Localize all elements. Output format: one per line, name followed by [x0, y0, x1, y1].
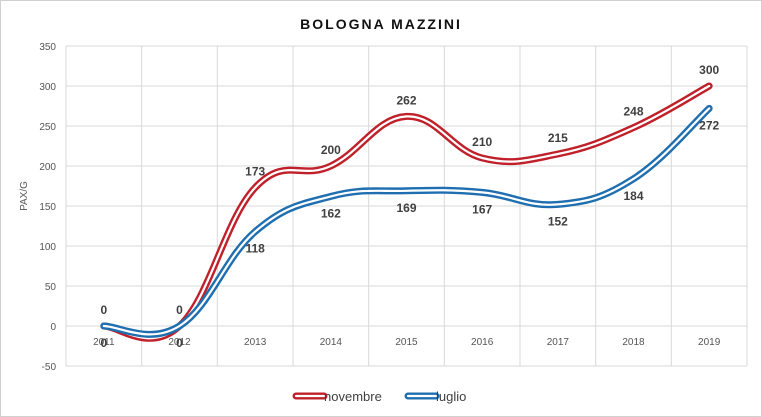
x-tick-label: 2012 [168, 337, 191, 348]
x-tick-label: 2016 [471, 337, 494, 348]
data-label-novembre: 262 [396, 93, 416, 107]
x-tick-label: 2011 [93, 337, 115, 348]
y-tick-label: -50 [42, 362, 57, 373]
x-axis-ticks: 2011 2012 2013 2014 2015 2016 2017 2018 2019 [93, 337, 721, 348]
data-label-novembre: 248 [623, 105, 643, 119]
series-line-core-novembre [102, 84, 711, 340]
data-label-luglio: 184 [623, 189, 643, 203]
chart-title: BOLOGNA MAZZINI [300, 16, 462, 32]
x-tick-label: 2014 [320, 337, 343, 348]
x-tick-label: 2013 [244, 337, 267, 348]
data-label-novembre: 0 [100, 303, 107, 317]
data-label-novembre: 173 [245, 165, 265, 179]
y-tick-label: 100 [39, 242, 56, 253]
data-label-luglio: 152 [548, 214, 568, 228]
series-lines [100, 82, 713, 342]
x-tick-label: 2017 [547, 337, 570, 348]
legend: novembre luglio [292, 389, 466, 404]
data-label-novembre: 210 [472, 135, 492, 149]
y-axis-label: PAX/G [19, 181, 30, 211]
series-line-core-luglio [102, 107, 711, 336]
data-label-novembre: 215 [548, 131, 568, 145]
y-tick-label: 250 [39, 122, 56, 133]
data-label-luglio: 272 [699, 118, 719, 132]
data-label-luglio: 162 [321, 206, 341, 220]
data-label-novembre: 300 [699, 63, 719, 77]
y-tick-label: 50 [45, 282, 57, 293]
x-tick-label: 2019 [698, 337, 721, 348]
y-tick-label: 300 [39, 82, 56, 93]
data-label-novembre: 0 [176, 303, 183, 317]
data-label-novembre: 200 [321, 143, 341, 157]
data-label-luglio: 0 [100, 336, 107, 350]
data-label-luglio: 118 [245, 242, 265, 256]
data-label-luglio: 167 [472, 202, 492, 216]
y-tick-label: 350 [39, 42, 56, 53]
data-labels: 0 0 173 200 262 210 215 248 300 0 0 118 162 169 167 152… [100, 63, 719, 350]
legend-label-luglio: luglio [436, 389, 466, 404]
x-tick-label: 2015 [395, 337, 418, 348]
data-label-luglio: 169 [396, 201, 416, 215]
data-label-luglio: 0 [176, 336, 183, 350]
y-tick-label: 200 [39, 162, 56, 173]
y-tick-label: 0 [50, 322, 56, 333]
legend-label-novembre: novembre [324, 389, 382, 404]
y-tick-label: 150 [39, 202, 56, 213]
x-tick-label: 2018 [622, 337, 645, 348]
y-axis-ticks: -50 0 50 100 150 200 250 300 350 [39, 42, 56, 373]
